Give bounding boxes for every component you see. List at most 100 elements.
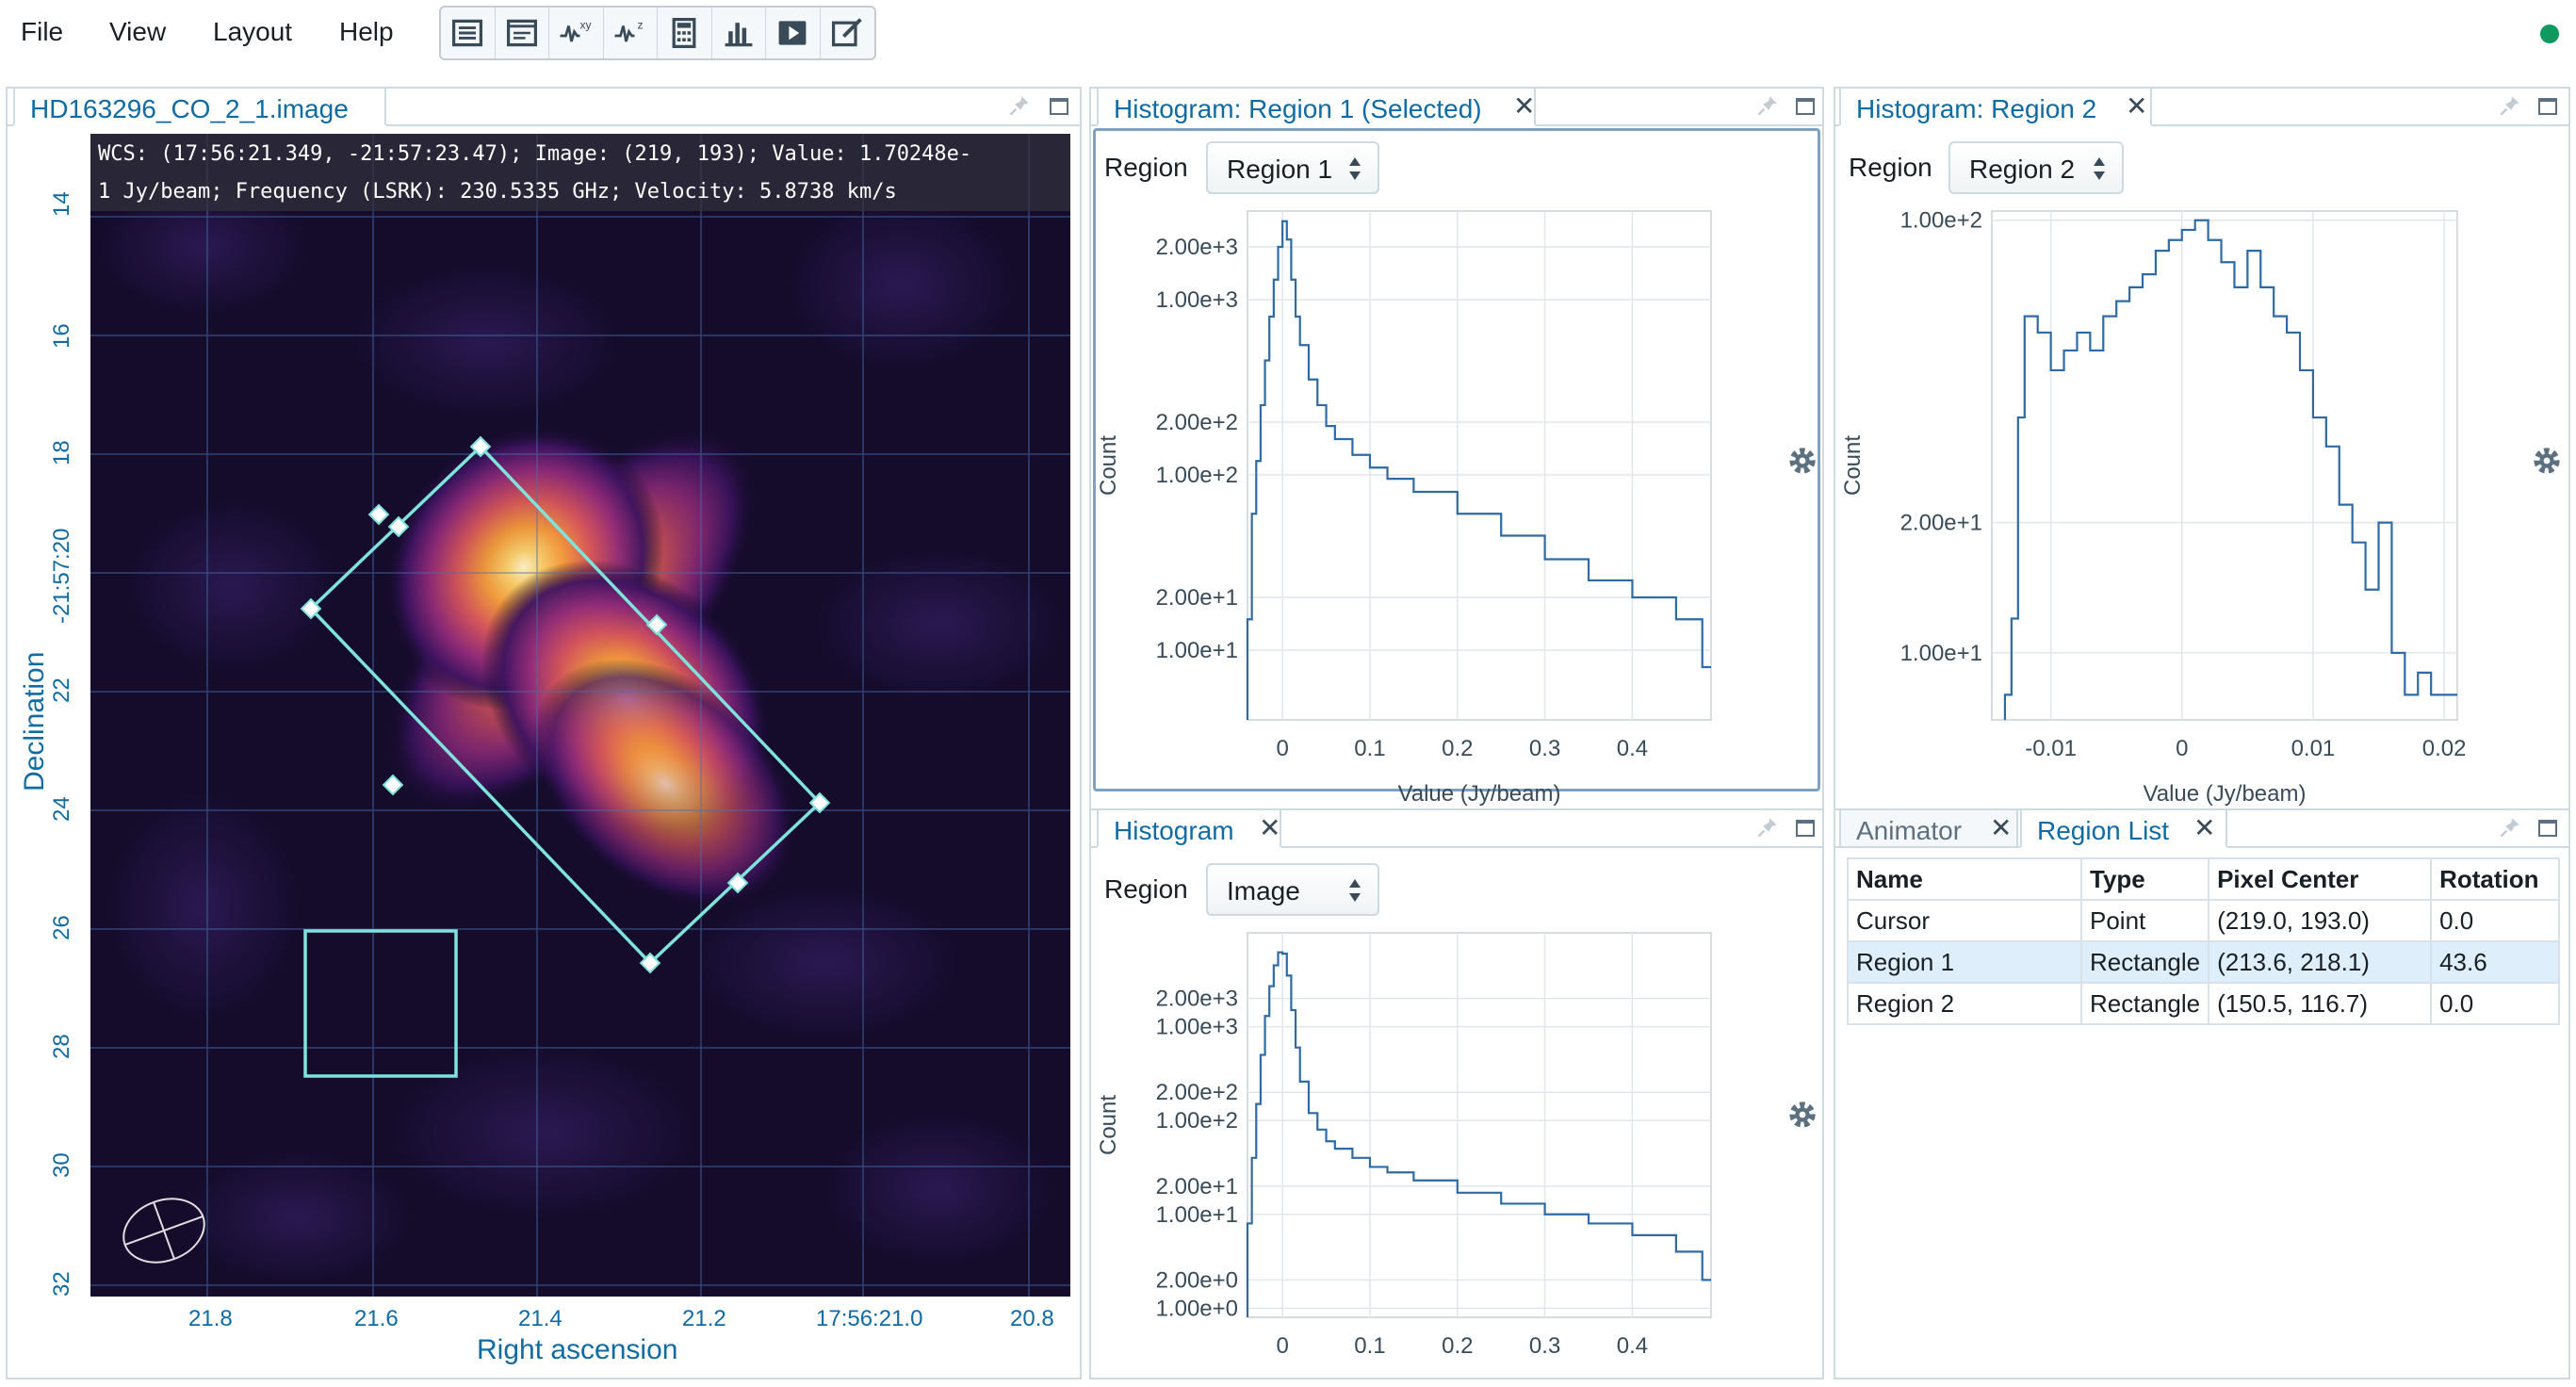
column-header-type[interactable]: Type	[2079, 857, 2210, 901]
cell-name: Cursor	[1847, 899, 2082, 942]
histogram-region2-panel: Histogram: Region 2 ✕ Region Region 2 -0…	[1834, 87, 2570, 812]
x-axis-label: Value (Jy/beam)	[1398, 1379, 1561, 1381]
maximize-icon[interactable]	[1796, 98, 1815, 115]
region-select[interactable]: Image	[1206, 863, 1379, 916]
spatial-profiler-icon: xy	[560, 19, 592, 42]
tab-histogram-region1[interactable]: Histogram: Region 1 (Selected)	[1097, 87, 1536, 126]
histogram-region1-panel: Histogram: Region 1 (Selected) ✕ Region …	[1089, 87, 1824, 812]
column-header-name[interactable]: Name	[1847, 857, 2082, 901]
edit-icon	[832, 18, 863, 47]
table-row[interactable]: Region 2 Rectangle (150.5, 116.7) 0.0	[1847, 982, 2561, 1025]
close-icon[interactable]: ✕	[1513, 91, 1536, 121]
ra-tick: 21.8	[188, 1306, 233, 1331]
dec-tick: -21:57:20	[49, 528, 74, 624]
tab-histogram-image[interactable]: Histogram	[1097, 808, 1281, 848]
ra-axis-title: Right ascension	[477, 1334, 678, 1365]
histogram-region1-chart[interactable]: 0 0.1 0.2 0.3 0.4 2.00e+3 1.00e+3 2.00e+2 1.00e+…	[1091, 89, 1826, 814]
tab-image-viewer[interactable]: HD163296_CO_2_1.image	[13, 87, 386, 126]
x-tick-label: 0.3	[1529, 1333, 1560, 1359]
pin-icon[interactable]	[1756, 94, 1779, 117]
image-list-button[interactable]	[441, 8, 496, 58]
cursor-info-line-2: 1 Jy/beam; Frequency (LSRK): 230.5335 GH…	[98, 180, 897, 204]
region-select-value: Region 1	[1227, 155, 1333, 184]
pin-icon[interactable]	[2499, 94, 2521, 117]
plot-frame	[1247, 932, 1712, 1318]
maximize-icon[interactable]	[1050, 98, 1068, 115]
list-icon	[452, 19, 483, 47]
histogram-image-tabstrip: Histogram ✕	[1091, 808, 1822, 848]
dec-tick: 32	[49, 1271, 74, 1297]
histogram-button[interactable]	[712, 8, 766, 58]
pin-icon[interactable]	[1756, 816, 1779, 839]
gear-icon[interactable]	[2531, 445, 2563, 477]
y-tick-label: 2.00e+2	[1156, 1080, 1238, 1105]
bar-chart-icon	[725, 23, 753, 47]
cell-type: Rectangle	[2079, 940, 2210, 984]
y-tick-label: 1.00e+2	[1900, 208, 1982, 234]
pin-icon[interactable]	[1008, 94, 1031, 117]
y-tick-label: 2.00e+2	[1156, 410, 1238, 435]
caret-updown-icon	[1349, 879, 1361, 902]
spectral-profiler-button[interactable]: z	[604, 8, 658, 58]
animator-button[interactable]	[766, 8, 821, 58]
region-select-value: Image	[1227, 876, 1300, 906]
close-icon[interactable]: ✕	[2126, 91, 2148, 121]
tab-region-list[interactable]: Region List	[2020, 808, 2227, 848]
y-tick-label: 1.00e+1	[1900, 641, 1982, 666]
table-row[interactable]: Cursor Point (219.0, 193.0) 0.0	[1847, 899, 2561, 942]
spatial-profiler-button[interactable]: xy	[549, 8, 604, 58]
histogram-series-line	[2003, 219, 2457, 720]
dec-axis-title: Declination	[19, 651, 50, 791]
log-button[interactable]	[496, 8, 549, 58]
region-select[interactable]: Region 1	[1206, 141, 1379, 194]
dec-tick: 28	[49, 1034, 74, 1059]
plot-frame	[1991, 210, 2458, 721]
image-canvas[interactable]	[90, 134, 1070, 1297]
histogram-image-chart[interactable]: 0 0.1 0.2 0.3 0.4 2.00e+3 1.00e+3 2.00e+2 1.00e+…	[1091, 810, 1826, 1381]
histogram-series-line	[1246, 220, 1711, 720]
maximize-icon[interactable]	[1796, 820, 1815, 837]
histogram-region2-tabstrip: Histogram: Region 2 ✕	[1835, 87, 2568, 126]
close-icon[interactable]: ✕	[1259, 813, 1281, 842]
column-header-rotation[interactable]: Rotation	[2430, 857, 2561, 901]
menu-help[interactable]: Help	[339, 17, 394, 46]
pin-icon[interactable]	[2499, 816, 2521, 839]
x-axis-label: Value (Jy/beam)	[1398, 781, 1561, 807]
plot-frame	[1247, 210, 1712, 721]
stats-button[interactable]	[658, 8, 712, 58]
cell-pixel-center: (150.5, 116.7)	[2208, 982, 2433, 1025]
region-list-table: Name Type Pixel Center Rotation Cursor P…	[1847, 857, 2561, 1025]
y-tick-label: 1.00e+0	[1156, 1296, 1238, 1321]
y-tick-label: 2.00e+3	[1156, 987, 1238, 1012]
beam-ellipse	[122, 1198, 205, 1264]
gear-icon[interactable]	[1786, 445, 1818, 477]
tab-histogram-region2[interactable]: Histogram: Region 2	[1839, 87, 2152, 126]
gear-icon[interactable]	[1786, 1099, 1818, 1131]
x-tick-label: -0.01	[2025, 736, 2077, 761]
x-tick-label: 0.2	[1442, 1333, 1473, 1359]
y-tick-label: 2.00e+1	[1900, 511, 1982, 536]
histogram-region1-tabstrip: Histogram: Region 1 (Selected) ✕	[1091, 87, 1822, 126]
histogram-series-line	[1246, 951, 1711, 1317]
image-render	[90, 134, 1070, 1297]
close-icon[interactable]: ✕	[2193, 813, 2216, 842]
maximize-icon[interactable]	[2538, 820, 2557, 837]
x-tick-label: 0.3	[1529, 736, 1560, 761]
y-tick-label: 1.00e+2	[1156, 1108, 1238, 1134]
menu-file[interactable]: File	[21, 17, 64, 46]
x-tick-label: 0	[1276, 736, 1288, 761]
x-tick-label: 0.1	[1354, 736, 1385, 761]
dec-tick: 30	[49, 1152, 74, 1178]
close-icon[interactable]: ✕	[1990, 813, 2013, 842]
region-select[interactable]: Region 2	[1948, 141, 2124, 194]
menu-layout[interactable]: Layout	[213, 17, 293, 46]
region-1-handles	[300, 435, 831, 974]
table-row[interactable]: Region 1 Rectangle (213.6, 218.1) 43.6	[1847, 940, 2561, 984]
tab-animator[interactable]: Animator	[1839, 808, 2018, 848]
region-list-button[interactable]	[821, 8, 875, 58]
maximize-icon[interactable]	[2538, 98, 2557, 115]
column-header-pixel-center[interactable]: Pixel Center	[2208, 857, 2433, 901]
region-label: Region	[1849, 153, 1932, 182]
menu-view[interactable]: View	[109, 17, 167, 46]
histogram-region2-chart[interactable]: -0.01 0 0.01 0.02 1.00e+2 2.00e+1 1.00e+1 Count…	[1835, 89, 2572, 814]
